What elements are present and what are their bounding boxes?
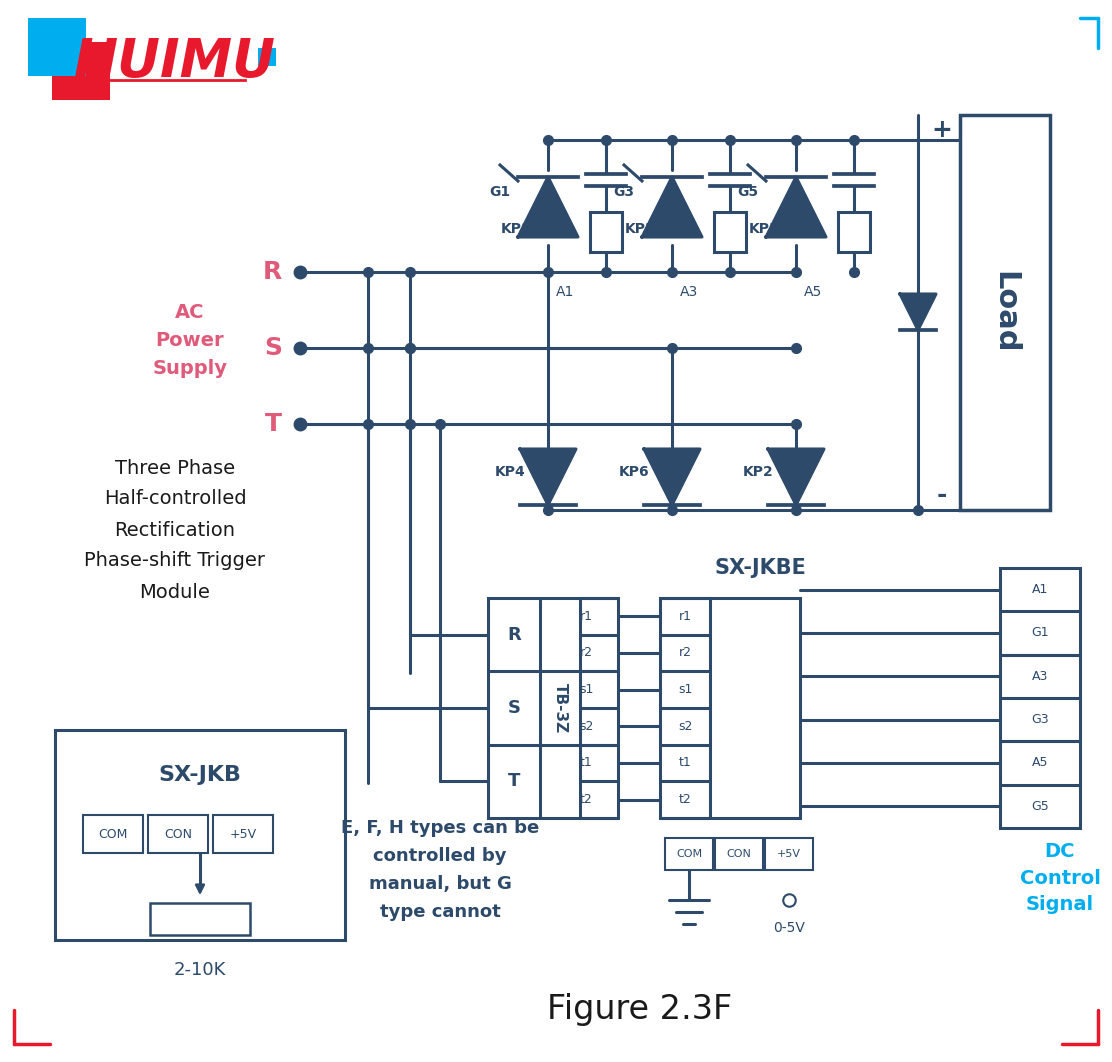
- Text: A5: A5: [804, 285, 822, 299]
- Bar: [54, 730, 345, 940]
- Text: Load: Load: [991, 271, 1020, 354]
- Text: KP6: KP6: [618, 465, 649, 479]
- Bar: [258, 48, 276, 66]
- Text: KP5: KP5: [748, 222, 780, 236]
- Text: AC
Power
Supply: AC Power Supply: [152, 303, 228, 377]
- Polygon shape: [644, 449, 699, 506]
- Text: r1: r1: [579, 610, 593, 622]
- Text: S: S: [507, 699, 520, 717]
- Text: G3: G3: [614, 185, 635, 199]
- Text: A1: A1: [556, 285, 575, 299]
- Text: COM: COM: [98, 827, 128, 840]
- Polygon shape: [766, 177, 826, 237]
- Bar: [838, 212, 870, 253]
- Bar: [665, 838, 713, 870]
- Text: s2: s2: [579, 720, 593, 733]
- Bar: [714, 212, 746, 253]
- Text: E, F, H types can be
controlled by
manual, but G
type cannot: E, F, H types can be controlled by manua…: [341, 819, 539, 921]
- Polygon shape: [520, 449, 576, 506]
- Bar: [148, 815, 208, 853]
- Text: r2: r2: [579, 647, 593, 660]
- Bar: [960, 115, 1050, 510]
- Text: G1: G1: [489, 185, 510, 199]
- Polygon shape: [768, 449, 824, 506]
- Text: G1: G1: [1031, 627, 1049, 639]
- Text: G5: G5: [1031, 800, 1049, 812]
- Text: KP1: KP1: [500, 222, 532, 236]
- Text: A1: A1: [1032, 583, 1049, 596]
- Text: +5V: +5V: [229, 827, 257, 840]
- Text: +: +: [932, 118, 953, 142]
- Text: 2-10K: 2-10K: [173, 961, 226, 979]
- Text: TB-3Z: TB-3Z: [553, 683, 567, 733]
- Text: CON: CON: [726, 849, 752, 859]
- Bar: [661, 598, 800, 818]
- Text: -: -: [936, 483, 947, 507]
- Text: t1: t1: [678, 756, 692, 770]
- Text: T: T: [508, 772, 520, 790]
- Bar: [1000, 568, 1080, 828]
- Text: R: R: [262, 260, 282, 284]
- Bar: [52, 42, 110, 100]
- Text: CON: CON: [163, 827, 192, 840]
- Text: +5V: +5V: [777, 849, 801, 859]
- Text: DC
Control
Signal: DC Control Signal: [1020, 842, 1101, 914]
- Text: A3: A3: [681, 285, 698, 299]
- Text: s1: s1: [579, 683, 593, 697]
- Text: COM: COM: [676, 849, 702, 859]
- Bar: [28, 18, 86, 76]
- Text: r2: r2: [678, 647, 692, 660]
- Text: SX-JKB: SX-JKB: [159, 765, 241, 785]
- Bar: [590, 212, 622, 253]
- Text: 0-5V: 0-5V: [773, 921, 805, 935]
- Text: G3: G3: [1031, 714, 1049, 726]
- Text: KP4: KP4: [495, 465, 525, 479]
- Bar: [715, 838, 763, 870]
- Bar: [488, 598, 618, 818]
- Text: KP3: KP3: [625, 222, 655, 236]
- Text: T: T: [265, 412, 282, 436]
- Text: t1: t1: [579, 756, 593, 770]
- Text: t2: t2: [579, 793, 593, 806]
- Polygon shape: [642, 177, 702, 237]
- Text: KP2: KP2: [743, 465, 773, 479]
- Text: t2: t2: [678, 793, 692, 806]
- Text: G5: G5: [737, 185, 758, 199]
- Text: Three Phase
Half-controlled
Rectification
Phase-shift Trigger
Module: Three Phase Half-controlled Rectificatio…: [85, 459, 266, 601]
- Text: s1: s1: [678, 683, 692, 697]
- Polygon shape: [900, 294, 936, 330]
- Text: A3: A3: [1032, 670, 1049, 683]
- Text: HUIMU: HUIMU: [75, 36, 276, 88]
- Text: A5: A5: [1032, 756, 1049, 770]
- Bar: [83, 815, 143, 853]
- Bar: [765, 838, 813, 870]
- Bar: [150, 903, 250, 935]
- Text: Figure 2.3F: Figure 2.3F: [547, 993, 733, 1027]
- Text: s2: s2: [678, 720, 692, 733]
- Bar: [214, 815, 274, 853]
- Polygon shape: [518, 177, 578, 237]
- Text: R: R: [507, 626, 520, 644]
- Text: r1: r1: [678, 610, 692, 622]
- Text: SX-JKBE: SX-JKBE: [714, 558, 806, 578]
- Text: S: S: [264, 336, 282, 360]
